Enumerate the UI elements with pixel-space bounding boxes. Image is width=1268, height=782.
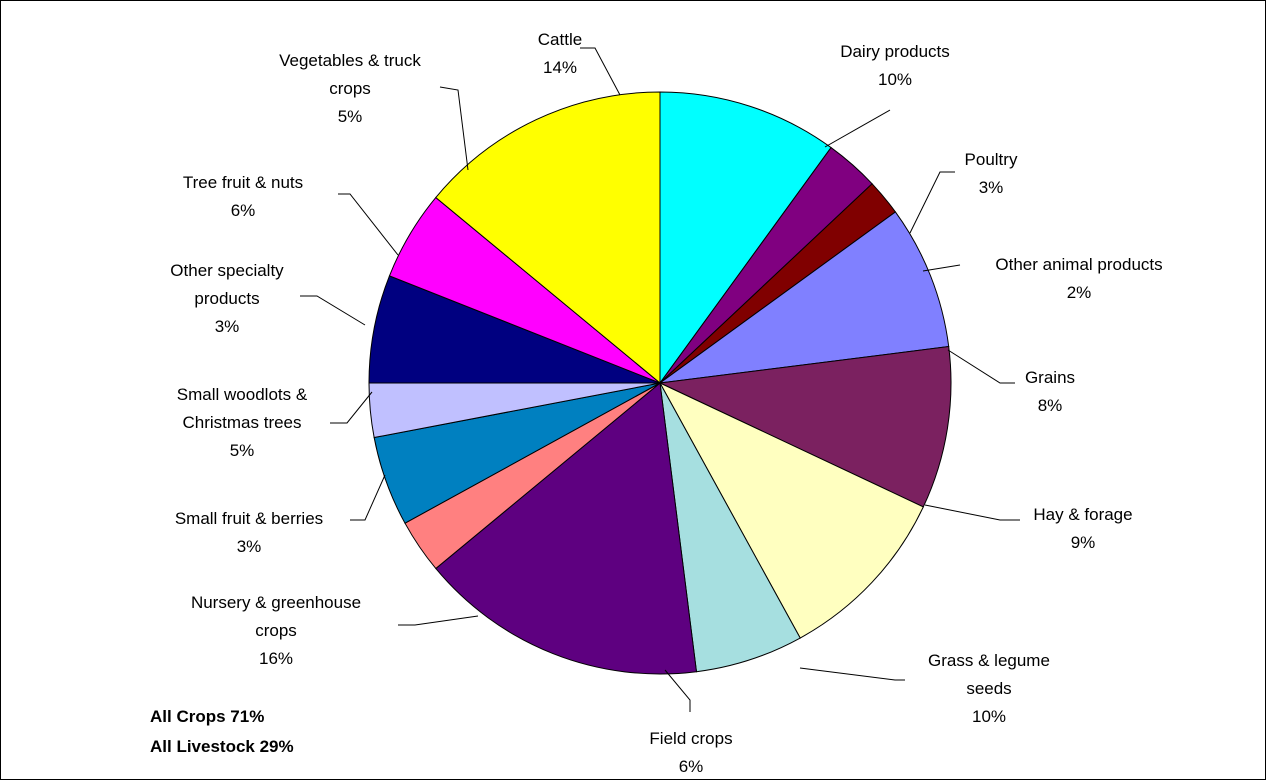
slice-label-line: Other animal products: [995, 255, 1162, 274]
leader-line-5: [799, 667, 905, 681]
all-livestock-total: All Livestock 29%: [150, 737, 294, 756]
leader-line-4: [924, 504, 1020, 521]
slice-label-2: Other animal products 2%: [995, 255, 1162, 302]
leader-line-10: [300, 295, 366, 326]
slice-label-line: Poultry: [965, 150, 1018, 169]
slice-labels: Dairy products 10% Poultry 3% Other animal p…: [170, 30, 1162, 776]
slice-label-line: 5%: [338, 107, 363, 126]
slice-label-line: crops: [329, 79, 371, 98]
slice-label-13: Cattle 14%: [538, 30, 582, 77]
leader-line-1: [909, 171, 955, 234]
slice-label-6: Field crops 6%: [649, 729, 732, 776]
pie-slices: [368, 91, 952, 675]
slice-label-5: Grass & legume seeds 10%: [928, 651, 1050, 726]
slice-label-12: Vegetables & truck crops 5%: [279, 51, 421, 126]
pie-slice-3: [659, 211, 950, 384]
all-crops-total: All Crops 71%: [150, 707, 264, 726]
slice-label-line: 5%: [230, 441, 255, 460]
pie-slice-13: [435, 91, 661, 385]
slice-label-8: Small fruit & berries 3%: [175, 509, 323, 556]
slice-label-line: 8%: [1038, 396, 1063, 415]
slice-label-line: Grass & legume: [928, 651, 1050, 670]
slice-label-3: Grains 8%: [1025, 368, 1075, 415]
slice-label-line: 2%: [1067, 283, 1092, 302]
slice-label-4: Hay & forage 9%: [1033, 505, 1132, 552]
leader-lines: [300, 47, 1020, 712]
slice-label-line: Hay & forage: [1033, 505, 1132, 524]
leader-line-12: [439, 86, 469, 171]
slice-label-line: 16%: [259, 649, 293, 668]
slice-label-line: Small fruit & berries: [175, 509, 323, 528]
slice-label-line: Tree fruit & nuts: [183, 173, 303, 192]
leader-line-2: [922, 264, 961, 272]
slice-label-line: 10%: [878, 70, 912, 89]
slice-label-line: Cattle: [538, 30, 582, 49]
slice-label-line: 3%: [237, 537, 262, 556]
slice-label-line: crops: [255, 621, 297, 640]
leader-line-13: [580, 47, 621, 96]
slice-label-line: 3%: [979, 178, 1004, 197]
slice-label-line: 3%: [215, 317, 240, 336]
slice-label-10: Other specialty products 3%: [170, 261, 284, 336]
slice-label-line: Other specialty: [170, 261, 284, 280]
slice-label-line: Dairy products: [840, 42, 950, 61]
pie-slice-7: [435, 382, 698, 675]
slice-label-line: seeds: [966, 679, 1011, 698]
slice-label-11: Tree fruit & nuts 6%: [183, 173, 303, 220]
leader-line-0: [824, 109, 891, 148]
slice-label-line: 14%: [543, 58, 577, 77]
slice-label-9: Small woodlots & Christmas trees 5%: [177, 385, 308, 460]
pie-slice-4: [658, 345, 952, 508]
slice-label-line: products: [194, 289, 259, 308]
slice-label-line: 9%: [1071, 533, 1096, 552]
leader-line-9: [330, 391, 373, 424]
slice-label-line: Christmas trees: [182, 413, 301, 432]
slice-label-0: Dairy products 10%: [840, 42, 950, 89]
leader-line-11: [338, 193, 399, 256]
slice-label-line: 6%: [231, 201, 256, 220]
slice-label-line: 10%: [972, 707, 1006, 726]
slice-label-1: Poultry 3%: [965, 150, 1018, 197]
leader-line-3: [947, 349, 1015, 384]
leader-line-6: [664, 669, 691, 712]
slice-label-line: 6%: [679, 757, 704, 776]
leader-line-7: [398, 615, 479, 626]
slice-label-7: Nursery & greenhouse crops 16%: [191, 593, 361, 668]
slice-label-line: Nursery & greenhouse: [191, 593, 361, 612]
slice-label-line: Grains: [1025, 368, 1075, 387]
pie-slice-5: [658, 381, 924, 639]
slice-label-line: Field crops: [649, 729, 732, 748]
pie-slice-0: [659, 91, 832, 385]
leader-line-8: [350, 474, 386, 521]
slice-label-line: Vegetables & truck: [279, 51, 421, 70]
slice-label-line: Small woodlots &: [177, 385, 308, 404]
